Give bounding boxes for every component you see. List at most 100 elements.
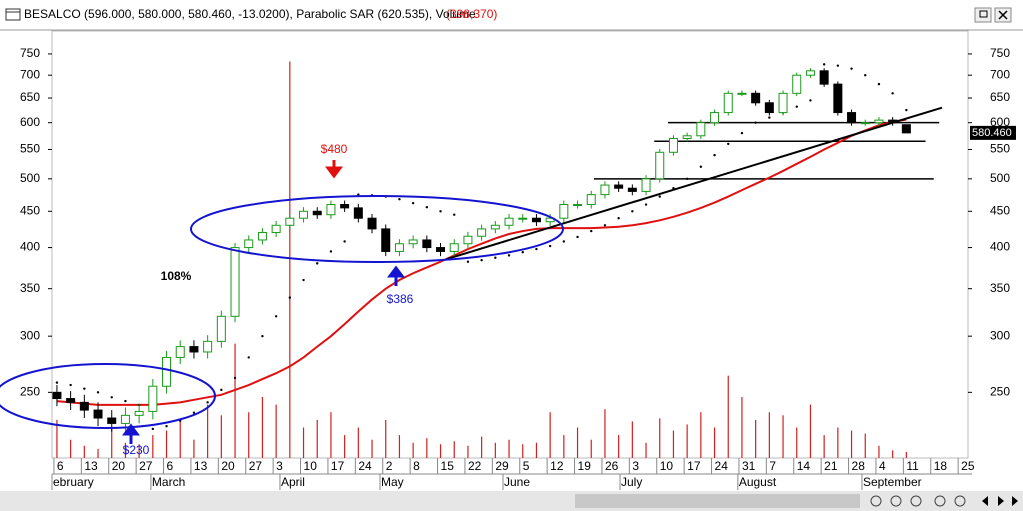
y-tick-label: 700 <box>990 67 1010 81</box>
sar-dot <box>809 99 812 102</box>
sar-dot <box>480 258 483 262</box>
sar-dot <box>562 240 566 243</box>
sar-dot <box>877 82 881 86</box>
candle-body <box>833 83 843 114</box>
restore-button[interactable] <box>974 7 992 23</box>
y-tick-label: 700 <box>20 67 40 81</box>
zoom-out-button[interactable] <box>870 495 882 507</box>
candle-body <box>751 92 761 104</box>
scroll-left-button[interactable] <box>982 496 988 506</box>
candle-body <box>93 409 103 419</box>
candle-body <box>627 187 637 192</box>
candle-body <box>477 228 487 237</box>
sar-dot <box>69 383 72 387</box>
scroll-end-button[interactable] <box>1012 496 1018 506</box>
candle-body <box>614 184 624 189</box>
x-tick-label: 24 <box>358 459 372 473</box>
x-tick-label: 6 <box>57 459 64 473</box>
month-label: August <box>739 475 777 489</box>
y-tick-label: 400 <box>20 240 40 254</box>
candle-body <box>189 346 199 353</box>
y-tick-label: 350 <box>990 281 1010 295</box>
x-tick-label: 4 <box>879 459 886 473</box>
sar-dot <box>644 203 648 206</box>
month-label: May <box>381 475 404 489</box>
sar-dot <box>740 131 744 135</box>
y-tick-label: 350 <box>20 281 40 295</box>
candle-body <box>285 217 295 226</box>
restore-icon <box>979 10 988 18</box>
candle-body <box>723 92 733 114</box>
candle-body <box>504 217 514 226</box>
sar-dot <box>494 256 497 259</box>
ellipse-annotation <box>190 195 564 263</box>
scroll-thumb[interactable] <box>575 494 860 508</box>
candle-body <box>573 204 583 207</box>
header-volume: (398,370) <box>446 7 497 21</box>
candle-body <box>819 70 829 85</box>
y-tick-label: 250 <box>20 385 40 399</box>
candle-body <box>805 70 815 76</box>
x-tick-label: 27 <box>249 459 263 473</box>
x-tick-label: 13 <box>194 459 208 473</box>
sar-dot <box>507 254 511 257</box>
plot-area <box>51 30 969 459</box>
candle-body <box>257 232 267 241</box>
y-tick-label: 300 <box>990 328 1010 342</box>
trendline <box>445 106 943 261</box>
sar-dot <box>110 396 113 399</box>
candle-body <box>778 92 788 114</box>
x-tick-label: 10 <box>304 459 318 473</box>
sar-dot <box>727 142 730 146</box>
sar-dot <box>165 424 168 428</box>
candle-body <box>847 112 857 124</box>
candle-body <box>655 151 665 180</box>
sar-dot <box>603 224 607 227</box>
scrollbar <box>0 491 1023 511</box>
y-tick-label: 450 <box>20 203 40 217</box>
sar-dot <box>151 427 155 431</box>
header-title: BESALCO (596.000, 580.000, 580.460, -13.… <box>24 7 476 21</box>
month-label: June <box>504 475 530 489</box>
zoom-in-button[interactable] <box>954 495 966 507</box>
candle-body <box>518 217 528 220</box>
zoom-button[interactable] <box>890 495 902 507</box>
zoom-in-button[interactable] <box>934 495 946 507</box>
sar-dot <box>864 73 867 77</box>
candle-body <box>340 204 350 209</box>
scroll-right-button[interactable] <box>998 496 1004 506</box>
candle-body <box>367 217 377 230</box>
y-tick-label: 250 <box>990 385 1010 399</box>
candle-body <box>79 401 89 411</box>
y-tick-label: 300 <box>20 328 40 342</box>
y-tick-label: 600 <box>990 115 1010 129</box>
sar-dot <box>795 105 798 108</box>
candle-body <box>792 74 802 94</box>
y-tick-label: 750 <box>20 46 40 60</box>
month-label: July <box>621 475 642 489</box>
sar-dot <box>206 401 209 404</box>
sar-dot <box>891 92 894 95</box>
candle-body <box>490 224 500 230</box>
sar-dot <box>411 201 415 205</box>
sar-dot <box>55 381 59 384</box>
sar-dot <box>343 240 346 243</box>
x-tick-label: 29 <box>495 459 509 473</box>
candle-body <box>422 239 432 249</box>
candle-body <box>600 184 610 196</box>
y-tick-label: 750 <box>990 46 1010 60</box>
x-tick-label: 14 <box>797 459 811 473</box>
sar-dot <box>658 195 661 198</box>
close-icon <box>998 10 1008 20</box>
candle-body <box>66 398 76 403</box>
zoom-button[interactable] <box>910 495 922 507</box>
sar-dot <box>713 153 716 157</box>
sar-dot <box>220 388 223 392</box>
sar-dot <box>822 63 826 66</box>
x-tick-label: 25 <box>961 459 975 473</box>
candle-body <box>381 228 391 252</box>
month-label: March <box>152 475 185 489</box>
sar-dot <box>535 247 538 251</box>
sar-dot <box>836 64 840 67</box>
sar-dot <box>754 121 757 124</box>
